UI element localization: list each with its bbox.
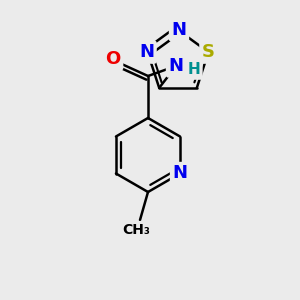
Text: N: N bbox=[172, 164, 188, 182]
Text: H: H bbox=[188, 62, 200, 77]
Text: O: O bbox=[105, 50, 121, 68]
Text: S: S bbox=[202, 43, 215, 61]
Text: N: N bbox=[169, 57, 184, 75]
Text: N: N bbox=[172, 21, 187, 39]
Text: CH₃: CH₃ bbox=[122, 223, 150, 237]
Text: N: N bbox=[139, 43, 154, 61]
